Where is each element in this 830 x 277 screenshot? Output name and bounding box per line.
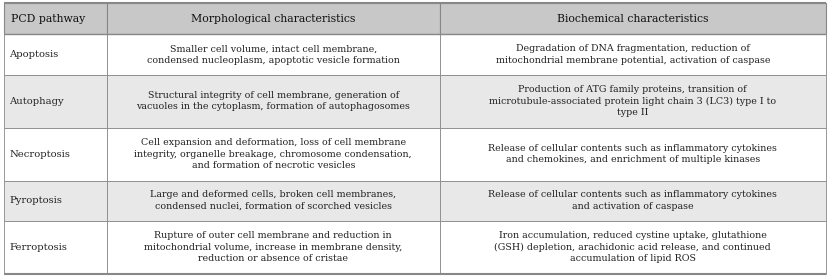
Text: Smaller cell volume, intact cell membrane,
condensed nucleoplasm, apoptotic vesi: Smaller cell volume, intact cell membran… — [147, 44, 400, 65]
Text: Biochemical characteristics: Biochemical characteristics — [557, 14, 709, 24]
Bar — [107, 221, 440, 274]
Text: Cell expansion and deformation, loss of cell membrane
integrity, organelle break: Cell expansion and deformation, loss of … — [134, 138, 412, 170]
Text: Morphological characteristics: Morphological characteristics — [191, 14, 355, 24]
Text: Production of ATG family proteins, transition of
microtubule-associated protein : Production of ATG family proteins, trans… — [489, 85, 776, 117]
Bar — [4, 34, 107, 75]
Text: Rupture of outer cell membrane and reduction in
mitochondrial volume, increase i: Rupture of outer cell membrane and reduc… — [144, 231, 403, 263]
Text: Release of cellular contents such as inflammatory cytokines
and chemokines, and : Release of cellular contents such as inf… — [488, 144, 777, 164]
Bar — [440, 75, 826, 127]
Text: Necroptosis: Necroptosis — [9, 150, 70, 158]
Bar — [4, 75, 107, 127]
Text: Pyroptosis: Pyroptosis — [9, 196, 62, 205]
Bar — [440, 127, 826, 181]
Text: Iron accumulation, reduced cystine uptake, glutathione
(GSH) depletion, arachido: Iron accumulation, reduced cystine uptak… — [495, 231, 771, 263]
Text: Large and deformed cells, broken cell membranes,
condensed nuclei, formation of : Large and deformed cells, broken cell me… — [150, 190, 396, 211]
Bar — [107, 181, 440, 221]
Bar — [107, 127, 440, 181]
Bar — [440, 34, 826, 75]
Text: Apoptosis: Apoptosis — [9, 50, 58, 59]
Bar — [107, 3, 440, 34]
Bar — [107, 75, 440, 127]
Bar — [4, 3, 107, 34]
Bar — [440, 181, 826, 221]
Bar — [4, 221, 107, 274]
Text: Ferroptosis: Ferroptosis — [9, 243, 67, 252]
Text: Release of cellular contents such as inflammatory cytokines
and activation of ca: Release of cellular contents such as inf… — [488, 190, 777, 211]
Bar — [440, 221, 826, 274]
Text: Degradation of DNA fragmentation, reduction of
mitochondrial membrane potential,: Degradation of DNA fragmentation, reduct… — [496, 44, 770, 65]
Bar — [107, 34, 440, 75]
Bar — [4, 127, 107, 181]
Text: Autophagy: Autophagy — [9, 97, 64, 106]
Text: PCD pathway: PCD pathway — [11, 14, 85, 24]
Text: Structural integrity of cell membrane, generation of
vacuoles in the cytoplasm, : Structural integrity of cell membrane, g… — [136, 91, 410, 111]
Bar — [4, 181, 107, 221]
Bar — [440, 3, 826, 34]
